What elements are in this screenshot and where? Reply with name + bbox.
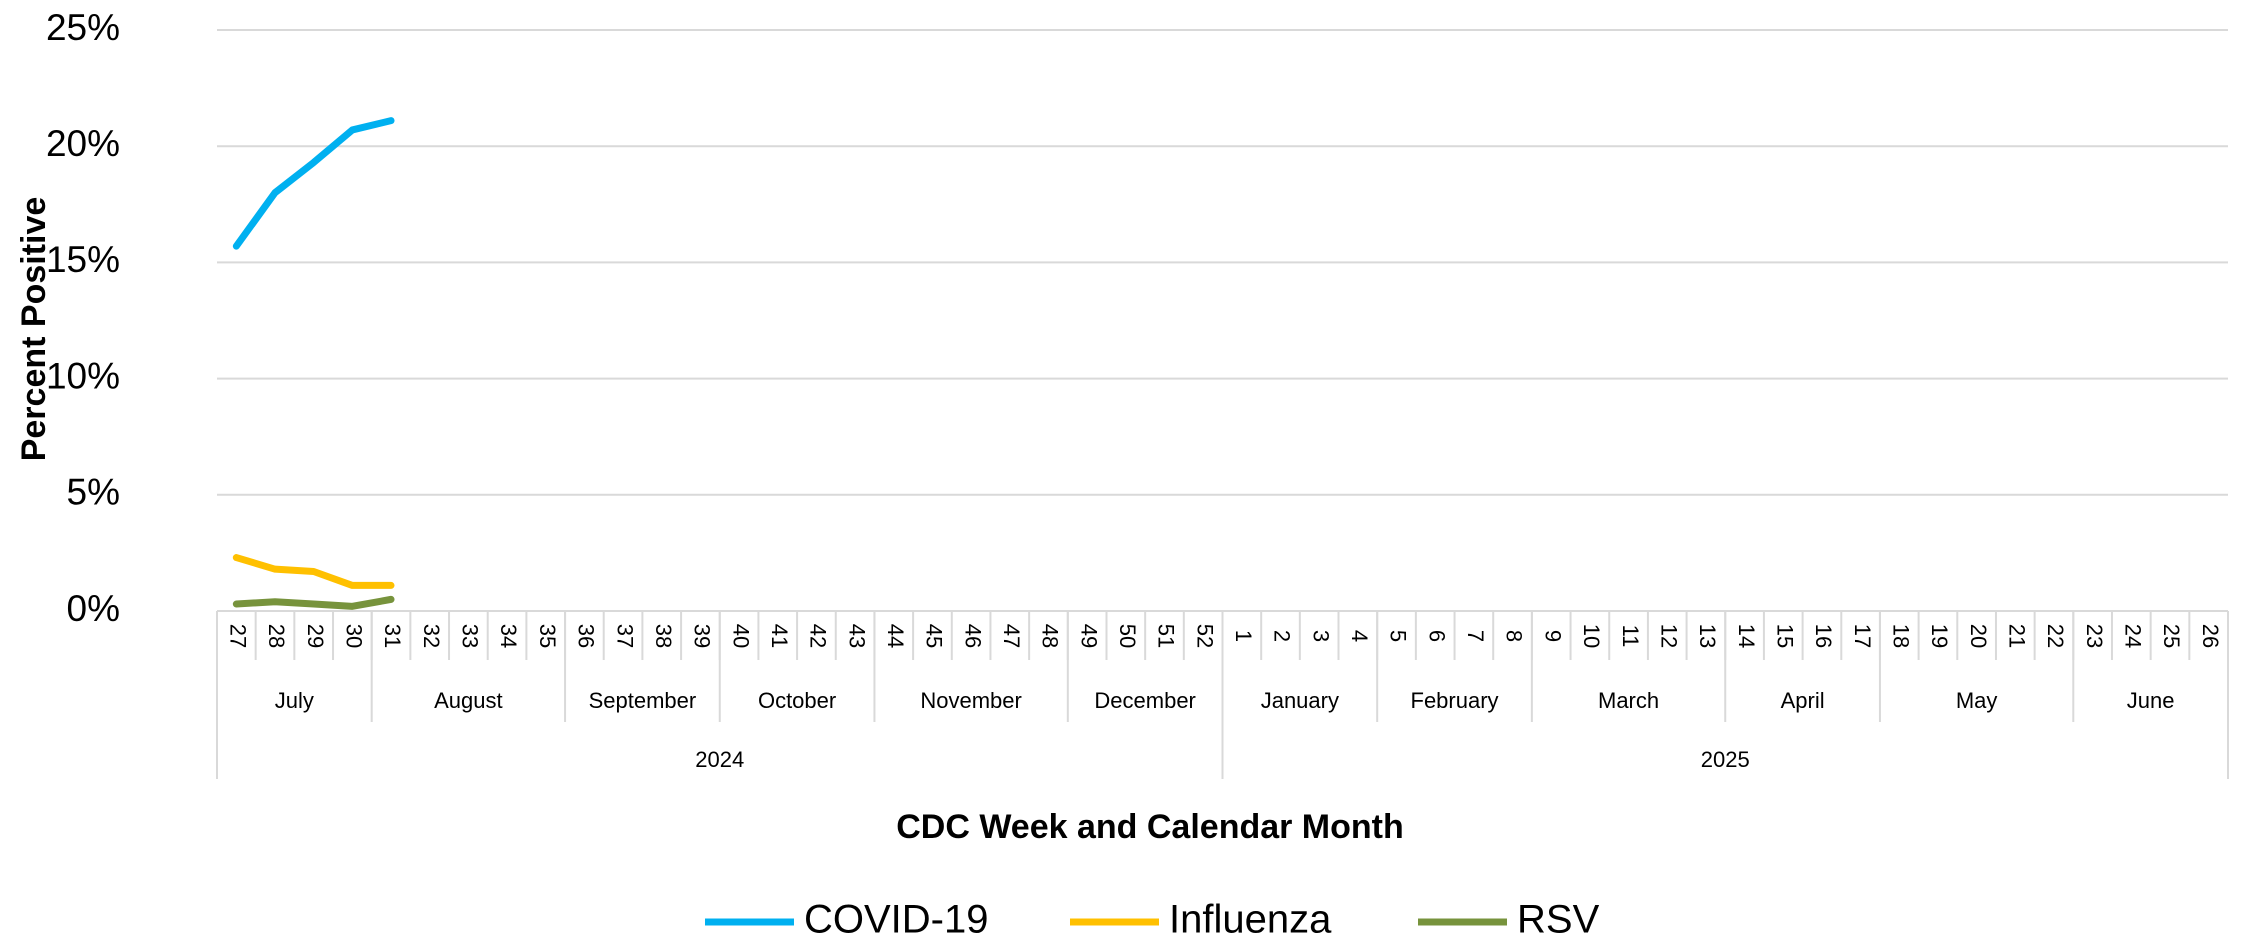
x-tick-label: 15: [1772, 624, 1797, 648]
x-tick-label: 41: [767, 624, 792, 648]
x-tick-label: 46: [960, 624, 985, 648]
series-line: [232, 595, 395, 610]
x-tick-label: 31: [380, 624, 405, 648]
x-tick-label: 30: [342, 624, 367, 648]
x-tick-label: 36: [574, 624, 599, 648]
x-tick-label: 26: [2198, 624, 2223, 648]
x-tick-label: 42: [806, 624, 831, 648]
x-tick-label: 6: [1424, 630, 1449, 642]
year-label: 2025: [1701, 747, 1750, 772]
x-tick-label: 18: [1888, 624, 1913, 648]
month-label: November: [920, 688, 1021, 713]
x-tick-label: 38: [651, 624, 676, 648]
month-label: August: [434, 688, 503, 713]
x-tick-label: 28: [264, 624, 289, 648]
y-tick-label: 0%: [67, 588, 120, 629]
x-tick-label: 3: [1308, 630, 1333, 642]
x-tick-label: 45: [922, 624, 947, 648]
month-label: July: [275, 688, 314, 713]
x-tick-label: 21: [2004, 624, 2029, 648]
x-tick-label: 52: [1192, 624, 1217, 648]
legend-label: COVID-19: [804, 898, 989, 940]
month-label: January: [1261, 688, 1339, 713]
year-label: 2024: [695, 747, 744, 772]
month-label: October: [758, 688, 836, 713]
x-tick-label: 13: [1695, 624, 1720, 648]
x-tick-label: 50: [1115, 624, 1140, 648]
x-tick-label: 5: [1386, 630, 1411, 642]
x-tick-label: 23: [2082, 624, 2107, 648]
month-label: March: [1598, 688, 1659, 713]
x-tick-label: 9: [1540, 630, 1565, 642]
x-tick-label: 22: [2043, 624, 2068, 648]
month-label: December: [1094, 688, 1195, 713]
x-axis-title: CDC Week and Calendar Month: [896, 808, 1404, 846]
x-tick-label: 32: [419, 624, 444, 648]
x-tick-label: 10: [1579, 624, 1604, 648]
series-line: [232, 117, 395, 250]
x-tick-label: 24: [2121, 624, 2146, 648]
x-tick-label: 40: [728, 624, 753, 648]
x-tick-label: 25: [2159, 624, 2184, 648]
x-tick-label: 12: [1656, 624, 1681, 648]
x-tick-label: 20: [1966, 624, 1991, 648]
x-tick-label: 27: [226, 624, 251, 648]
x-tick-label: 14: [1734, 624, 1759, 648]
y-tick-label: 25%: [46, 7, 120, 48]
month-label: September: [589, 688, 697, 713]
y-tick-label: 15%: [46, 239, 120, 280]
x-tick-label: 44: [883, 624, 908, 648]
x-tick-label: 4: [1347, 630, 1372, 642]
x-tick-label: 49: [1076, 624, 1101, 648]
x-tick-label: 8: [1502, 630, 1527, 642]
legend-label: Influenza: [1169, 898, 1332, 940]
x-tick-label: 34: [496, 624, 521, 648]
x-tick-label: 39: [690, 624, 715, 648]
x-tick-label: 11: [1618, 625, 1643, 648]
month-label: April: [1781, 688, 1825, 713]
legend-label: RSV: [1517, 898, 1600, 940]
x-tick-label: 37: [612, 624, 637, 648]
month-label: June: [2127, 688, 2175, 713]
x-tick-label: 17: [1850, 624, 1875, 648]
y-tick-label: 10%: [46, 355, 120, 396]
x-tick-label: 43: [844, 624, 869, 648]
y-tick-label: 20%: [46, 123, 120, 164]
x-tick-label: 19: [1927, 624, 1952, 648]
x-tick-label: 7: [1463, 630, 1488, 642]
x-tick-label: 1: [1231, 630, 1256, 642]
x-tick-label: 29: [303, 624, 328, 648]
y-tick-label: 5%: [67, 472, 120, 513]
x-tick-label: 48: [1038, 624, 1063, 648]
series-line: [232, 554, 395, 589]
x-tick-label: 51: [1154, 624, 1179, 648]
month-label: May: [1956, 688, 1998, 713]
x-tick-label: 47: [999, 624, 1024, 648]
x-tick-label: 16: [1811, 624, 1836, 648]
x-tick-label: 33: [458, 624, 483, 648]
x-tick-label: 2: [1270, 630, 1295, 642]
month-label: February: [1411, 688, 1499, 713]
y-axis-title: Percent Positive: [15, 197, 53, 462]
x-tick-label: 35: [535, 624, 560, 648]
